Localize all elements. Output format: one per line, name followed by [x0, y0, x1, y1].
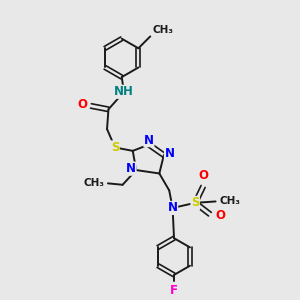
Text: N: N	[168, 201, 178, 214]
Text: N: N	[144, 134, 154, 147]
Text: S: S	[191, 196, 200, 209]
Text: CH₃: CH₃	[152, 25, 173, 35]
Text: O: O	[77, 98, 88, 111]
Text: CH₃: CH₃	[83, 178, 104, 188]
Text: S: S	[111, 141, 119, 154]
Text: F: F	[170, 284, 178, 297]
Text: O: O	[215, 209, 225, 222]
Text: CH₃: CH₃	[220, 196, 241, 206]
Text: NH: NH	[114, 85, 134, 98]
Text: O: O	[199, 169, 209, 182]
Text: N: N	[164, 147, 175, 160]
Text: N: N	[126, 162, 136, 175]
